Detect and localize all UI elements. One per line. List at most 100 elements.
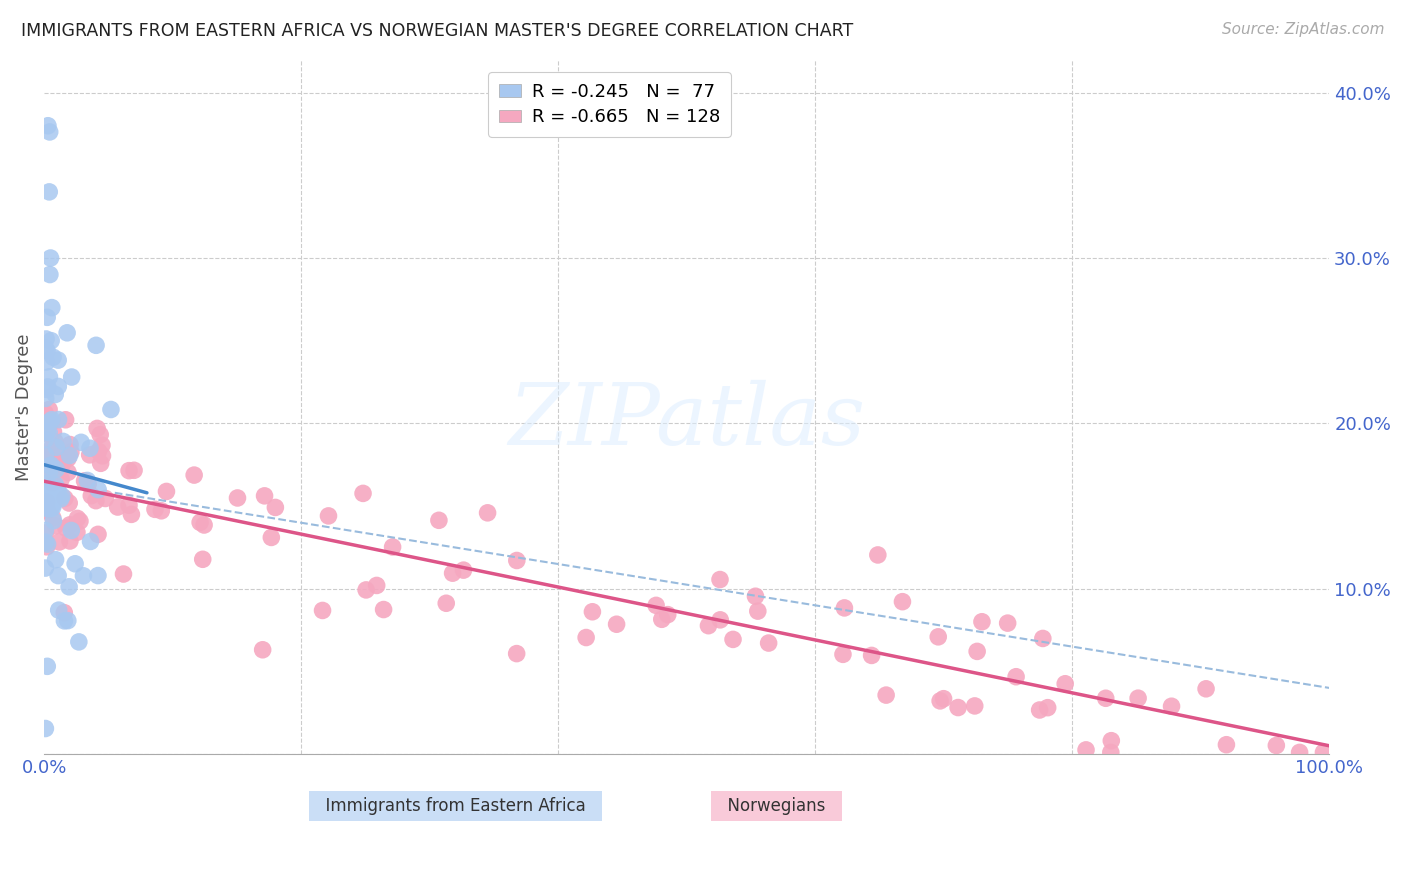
Point [37,537,59,551]
Point [46,353,69,368]
Point [34,561,56,575]
Text: Source: ZipAtlas.com: Source: ZipAtlas.com [1222,22,1385,37]
Point [79,534,101,549]
Point [38,185,60,199]
Point [84,493,107,508]
Point [91,438,114,452]
Point [41,475,63,490]
Point [927,630,949,644]
Point [1312,745,1334,759]
Point [48,535,70,549]
Point [122,463,145,477]
Point [37,425,59,439]
Point [34,407,56,421]
Point [44,519,66,533]
Text: IMMIGRANTS FROM EASTERN AFRICA VS NORWEGIAN MASTER'S DEGREE CORRELATION CHART: IMMIGRANTS FROM EASTERN AFRICA VS NORWEG… [21,22,853,40]
Point [709,613,731,627]
Point [354,582,377,597]
Point [946,700,969,714]
Point [34,448,56,462]
Point [1126,691,1149,706]
Point [76,474,98,488]
Point [107,500,129,514]
Point [37,426,59,441]
Point [41,510,63,524]
Point [970,615,993,629]
Point [38,499,60,513]
Point [41,481,63,495]
Point [1036,700,1059,714]
Point [37,310,59,325]
Point [34,454,56,468]
Point [46,483,69,498]
Point [506,553,529,567]
Point [45,552,67,566]
Point [41,415,63,429]
Point [79,442,101,456]
Point [318,508,340,523]
Point [86,421,108,435]
Point [834,601,856,615]
Point [253,489,276,503]
Point [709,573,731,587]
Point [226,491,249,505]
Point [35,540,58,554]
Point [34,341,56,355]
Point [100,402,122,417]
Point [45,462,67,476]
Point [34,433,56,447]
Point [758,636,780,650]
Point [260,530,283,544]
Point [366,578,388,592]
Point [1028,703,1050,717]
Point [35,355,58,369]
Point [53,606,76,620]
Point [118,464,141,478]
Point [63,557,86,571]
Point [1195,681,1218,696]
Point [747,604,769,618]
Point [427,513,450,527]
Point [875,688,897,702]
Point [1005,670,1028,684]
Point [91,449,114,463]
Point [53,614,76,628]
Point [118,498,141,512]
Point [34,454,56,468]
Point [1032,632,1054,646]
Point [44,490,66,504]
Point [46,379,69,393]
Point [505,647,527,661]
Point [55,521,77,535]
Point [264,500,287,515]
Point [1099,745,1122,759]
Point [79,448,101,462]
Point [87,444,110,458]
Point [58,496,80,510]
Point [52,434,75,449]
Point [38,466,60,480]
Point [53,491,76,506]
Point [38,415,60,429]
Point [38,485,60,500]
Point [56,326,79,340]
Point [46,568,69,582]
Point [66,511,89,525]
Point [581,605,603,619]
Point [606,617,628,632]
Point [56,614,79,628]
Point [860,648,883,663]
Point [42,425,65,439]
Point [193,518,215,533]
Point [34,526,56,541]
Point [120,508,142,522]
Point [1094,691,1116,706]
Point [37,501,59,516]
Point [59,437,82,451]
Point [94,491,117,506]
Point [441,566,464,581]
Point [80,489,103,503]
Point [42,500,65,514]
Point [155,484,177,499]
Point [373,602,395,616]
